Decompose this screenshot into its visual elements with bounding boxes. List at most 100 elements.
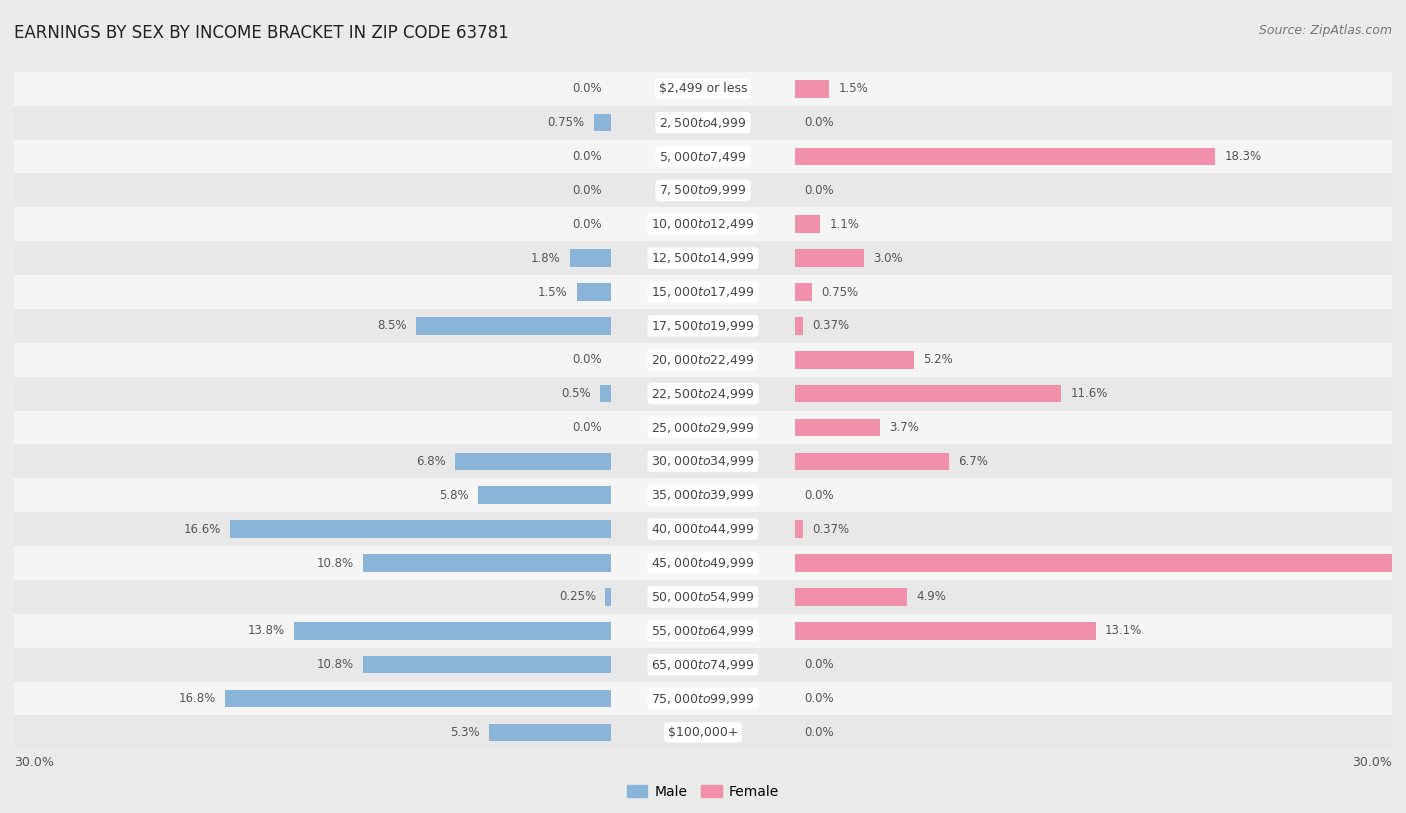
- Text: 18.3%: 18.3%: [1225, 150, 1261, 163]
- Text: 0.75%: 0.75%: [821, 285, 859, 298]
- Text: 8.5%: 8.5%: [377, 320, 406, 333]
- Text: 5.2%: 5.2%: [924, 354, 953, 366]
- Bar: [569, 250, 612, 267]
- Text: EARNINGS BY SEX BY INCOME BRACKET IN ZIP CODE 63781: EARNINGS BY SEX BY INCOME BRACKET IN ZIP…: [14, 24, 509, 42]
- Bar: [416, 317, 612, 335]
- Text: 0.37%: 0.37%: [813, 523, 849, 536]
- Bar: [14, 648, 1392, 681]
- Legend: Male, Female: Male, Female: [621, 780, 785, 804]
- Bar: [14, 512, 1392, 546]
- Text: $45,000 to $49,999: $45,000 to $49,999: [651, 556, 755, 570]
- Bar: [14, 207, 1392, 241]
- Bar: [363, 656, 612, 673]
- Bar: [14, 715, 1392, 750]
- Text: $12,500 to $14,999: $12,500 to $14,999: [651, 251, 755, 265]
- Text: 0.25%: 0.25%: [560, 590, 596, 603]
- Text: $35,000 to $39,999: $35,000 to $39,999: [651, 489, 755, 502]
- Text: 1.1%: 1.1%: [830, 218, 859, 231]
- Text: 10.8%: 10.8%: [316, 557, 354, 569]
- Text: $30,000 to $34,999: $30,000 to $34,999: [651, 454, 755, 468]
- Text: $75,000 to $99,999: $75,000 to $99,999: [651, 692, 755, 706]
- Bar: [794, 351, 914, 368]
- Text: $22,500 to $24,999: $22,500 to $24,999: [651, 387, 755, 401]
- Bar: [576, 283, 612, 301]
- Bar: [794, 554, 1406, 572]
- Text: $55,000 to $64,999: $55,000 to $64,999: [651, 624, 755, 637]
- Text: 3.7%: 3.7%: [889, 421, 918, 434]
- Text: 0.0%: 0.0%: [572, 421, 602, 434]
- Text: $2,499 or less: $2,499 or less: [659, 82, 747, 95]
- Bar: [14, 140, 1392, 173]
- Bar: [231, 520, 612, 538]
- Bar: [794, 215, 820, 233]
- Text: 0.37%: 0.37%: [813, 320, 849, 333]
- Bar: [794, 148, 1215, 165]
- Text: 13.1%: 13.1%: [1105, 624, 1142, 637]
- Bar: [14, 173, 1392, 207]
- Bar: [14, 241, 1392, 275]
- Bar: [14, 580, 1392, 614]
- Text: 1.8%: 1.8%: [531, 252, 561, 264]
- Text: 16.8%: 16.8%: [179, 692, 217, 705]
- Text: 0.0%: 0.0%: [804, 692, 834, 705]
- Text: $100,000+: $100,000+: [668, 726, 738, 739]
- Bar: [794, 80, 830, 98]
- Bar: [14, 445, 1392, 478]
- Text: 0.0%: 0.0%: [572, 150, 602, 163]
- Text: 4.9%: 4.9%: [917, 590, 946, 603]
- Text: 0.0%: 0.0%: [804, 116, 834, 129]
- Bar: [794, 453, 949, 470]
- Bar: [599, 385, 612, 402]
- Text: 0.0%: 0.0%: [572, 354, 602, 366]
- Text: 13.8%: 13.8%: [247, 624, 285, 637]
- Bar: [593, 114, 612, 132]
- Text: 6.7%: 6.7%: [957, 455, 988, 467]
- Bar: [14, 275, 1392, 309]
- Text: 0.75%: 0.75%: [547, 116, 585, 129]
- Bar: [606, 588, 612, 606]
- Text: 0.0%: 0.0%: [804, 489, 834, 502]
- Bar: [794, 520, 803, 538]
- Text: $25,000 to $29,999: $25,000 to $29,999: [651, 420, 755, 434]
- Text: 0.0%: 0.0%: [572, 184, 602, 197]
- Bar: [14, 614, 1392, 648]
- Bar: [794, 419, 880, 437]
- Text: 0.0%: 0.0%: [804, 659, 834, 671]
- Bar: [14, 309, 1392, 343]
- Bar: [225, 689, 612, 707]
- Text: 30.0%: 30.0%: [1353, 756, 1392, 769]
- Bar: [14, 681, 1392, 715]
- Text: $10,000 to $12,499: $10,000 to $12,499: [651, 217, 755, 231]
- Text: 30.0%: 30.0%: [14, 756, 53, 769]
- Bar: [14, 343, 1392, 376]
- Text: 5.3%: 5.3%: [450, 726, 481, 739]
- Text: $15,000 to $17,499: $15,000 to $17,499: [651, 285, 755, 299]
- Text: $7,500 to $9,999: $7,500 to $9,999: [659, 184, 747, 198]
- Text: 16.6%: 16.6%: [183, 523, 221, 536]
- Text: 0.0%: 0.0%: [804, 184, 834, 197]
- Text: $50,000 to $54,999: $50,000 to $54,999: [651, 590, 755, 604]
- Text: $20,000 to $22,499: $20,000 to $22,499: [651, 353, 755, 367]
- Text: 3.0%: 3.0%: [873, 252, 903, 264]
- Bar: [794, 622, 1095, 640]
- Text: 5.8%: 5.8%: [439, 489, 468, 502]
- Text: 6.8%: 6.8%: [416, 455, 446, 467]
- Bar: [794, 588, 907, 606]
- Text: Source: ZipAtlas.com: Source: ZipAtlas.com: [1258, 24, 1392, 37]
- Bar: [794, 385, 1062, 402]
- Text: 1.5%: 1.5%: [537, 285, 568, 298]
- Bar: [14, 72, 1392, 106]
- Text: 0.0%: 0.0%: [804, 726, 834, 739]
- Text: 0.0%: 0.0%: [572, 82, 602, 95]
- Bar: [794, 250, 863, 267]
- Bar: [794, 317, 803, 335]
- Text: $65,000 to $74,999: $65,000 to $74,999: [651, 658, 755, 672]
- Bar: [14, 411, 1392, 445]
- Text: 10.8%: 10.8%: [316, 659, 354, 671]
- Text: $40,000 to $44,999: $40,000 to $44,999: [651, 522, 755, 536]
- Bar: [489, 724, 612, 741]
- Bar: [294, 622, 612, 640]
- Bar: [456, 453, 612, 470]
- Text: $2,500 to $4,999: $2,500 to $4,999: [659, 115, 747, 129]
- Bar: [794, 283, 813, 301]
